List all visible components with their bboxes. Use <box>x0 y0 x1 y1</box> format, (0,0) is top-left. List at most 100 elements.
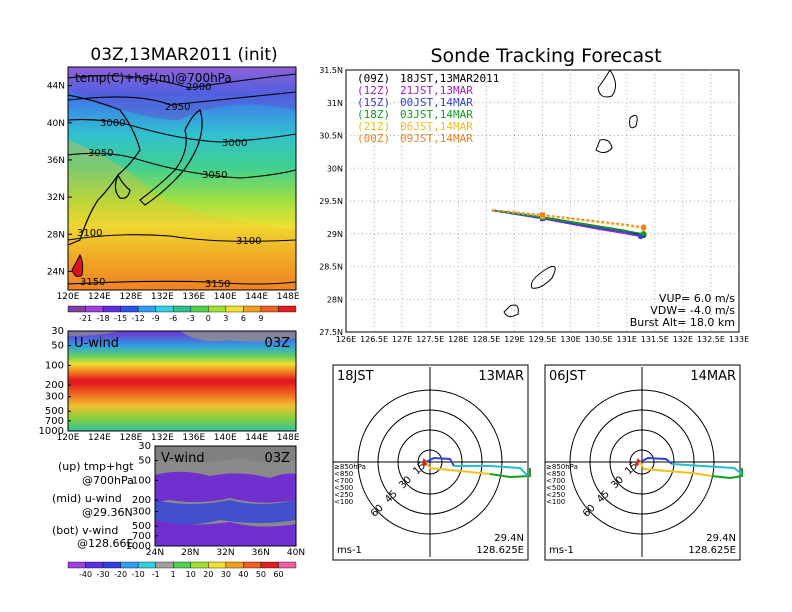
hodo-right-lat: 29.4N <box>706 533 736 544</box>
colorbar-label: 1 <box>171 570 176 579</box>
colorbar-label: -3 <box>187 314 195 323</box>
hodo-left-time: 18JST <box>337 369 374 384</box>
vup-readout: VUP= 6.0 m/s <box>659 292 735 305</box>
tracking-lat-tick: 28N <box>327 295 343 304</box>
legend-code: (15Z) <box>357 96 390 109</box>
colorbar-label: -15 <box>114 314 127 323</box>
hodo-trace <box>671 463 743 475</box>
contour-label: 2950 <box>165 102 190 113</box>
hodo-trace <box>425 456 455 467</box>
hodo-trace <box>422 458 427 465</box>
pressure-tick: 1000 <box>39 426 64 437</box>
hodo-level-legend: <850 <box>546 470 565 478</box>
colorbar-swatch <box>208 561 227 569</box>
legend-entry: 18JST,13MAR2011 <box>400 72 499 85</box>
tracking-lat-tick: 31N <box>327 99 343 108</box>
colorbar-label: -9 <box>152 314 160 323</box>
hodo-right-lon: 128.625E <box>688 545 736 556</box>
colorbar-swatch <box>85 561 104 569</box>
hodo-level-legend: <100 <box>334 498 353 506</box>
track-midpoint <box>540 212 545 218</box>
map-lon-tick: 148E <box>277 292 300 302</box>
hodo-right-time: 06JST <box>549 369 586 384</box>
v-lat-tick: 36N <box>252 548 270 558</box>
hodo-left-lat: 29.4N <box>494 533 524 544</box>
colorbar-label: 50 <box>256 570 266 579</box>
tracking-lat-tick: 30.5N <box>319 132 343 141</box>
map-lat-tick: 28N <box>47 230 65 240</box>
pressure-tick: 500 <box>132 521 151 532</box>
track-end-point <box>640 230 647 237</box>
colorbar-label: -1 <box>152 570 160 579</box>
colorbar-swatch <box>120 305 139 313</box>
pressure-tick: 500 <box>45 406 64 417</box>
pressure-tick: 50 <box>51 341 64 352</box>
v-lat-tick: 40N <box>287 548 305 558</box>
hodo-trace <box>489 468 531 479</box>
tracking-land <box>503 70 638 318</box>
colorbar-swatch <box>260 561 279 569</box>
tracking-lon-tick: 131E <box>617 335 637 344</box>
tracking-lon-tick: 128.5E <box>472 335 500 344</box>
legend-code: (09Z) <box>357 72 390 85</box>
map-lat-tick: 24N <box>47 267 65 277</box>
hodograph-right: 06JST 14MAR 29.4N 128.625E ms-1 15304560… <box>544 364 743 561</box>
tracking-lat-tick: 27.5N <box>319 328 343 337</box>
tracking-lat-tick: 31.5N <box>319 66 343 75</box>
u-lon-tick: 140E <box>214 433 237 443</box>
u-wind-lon-axis: 120E 124E 128E 132E 136E 140E 144E 148E <box>57 433 300 443</box>
tracking-lon-tick: 132.5E <box>697 335 725 344</box>
colorbar-label: 6 <box>241 314 246 323</box>
hodo-level-legend: ≥850hPa <box>546 463 578 471</box>
contour-label: 3000 <box>222 138 247 149</box>
u-lon-tick: 128E <box>119 433 142 443</box>
pressure-tick: 300 <box>132 507 151 518</box>
colorbar-swatch <box>137 305 156 313</box>
pressure-tick: 700 <box>45 416 64 427</box>
pressure-tick: 300 <box>45 392 64 403</box>
map-field-label: temp(C)+hgt(m)@700hPa <box>75 71 232 85</box>
hodo-right-date: 14MAR <box>690 369 736 384</box>
u-wind-label: U-wind <box>74 336 119 351</box>
tracking-lon-tick: 131.5E <box>641 335 669 344</box>
u-lon-tick: 144E <box>245 433 268 443</box>
tracking-lon-tick: 133E <box>729 335 749 344</box>
pressure-tick: 30 <box>51 326 64 337</box>
colorbar-swatch <box>120 561 139 569</box>
colorbar-label: 0 <box>206 314 211 323</box>
colorbar-swatch <box>225 305 244 313</box>
map-lon-tick: 128E <box>119 292 142 302</box>
pressure-tick: 30 <box>138 441 151 452</box>
note-mid: (mid) u-wind <box>52 492 122 505</box>
tracking-series <box>491 209 647 240</box>
hodograph-left: 18JST 13MAR 29.4N 128.625E ms-1 15304560… <box>332 364 531 561</box>
u-lon-tick: 124E <box>88 433 111 443</box>
legend-code: (18Z) <box>357 108 390 121</box>
hodo-level-legend: <250 <box>334 491 353 499</box>
tracking-legend: (09Z) 18JST,13MAR2011 (12Z) 21JST,13MAR (15Z… <box>357 72 499 145</box>
colorbar-swatch <box>225 561 244 569</box>
u-wind-field <box>68 331 296 431</box>
map-lat-tick: 32N <box>47 193 65 203</box>
map-colorbar: -21 -18 -15 -12 -9 -6 -3 0 3 6 9 <box>67 305 297 323</box>
v-wind-lat-axis: 24N 28N 32N 36N 40N <box>146 548 305 558</box>
v-lat-tick: 32N <box>216 548 234 558</box>
contour-label: 3050 <box>88 148 113 159</box>
tracking-lon-tick: 129.5E <box>529 335 557 344</box>
hodo-level-legend: <500 <box>546 484 565 492</box>
map-lon-tick: 124E <box>88 292 111 302</box>
tracking-lon-tick: 126.5E <box>360 335 388 344</box>
pressure-tick: 200 <box>132 495 151 506</box>
hodo-level-legend: <100 <box>546 498 565 506</box>
colorbar-label: 60 <box>273 570 283 579</box>
panel-notes: (up) tmp+hgt @700hPa (mid) u-wind @29.36… <box>52 460 134 550</box>
colorbar-label: 30 <box>221 570 231 579</box>
colorbar-label: 40 <box>238 570 248 579</box>
burst-alt-readout: Burst Alt= 18.0 km <box>630 316 735 329</box>
colorbar-swatch <box>243 561 262 569</box>
colorbar-swatch <box>155 305 174 313</box>
track-line-5 <box>491 209 644 228</box>
note-mid-lat: @29.36N <box>82 506 133 519</box>
